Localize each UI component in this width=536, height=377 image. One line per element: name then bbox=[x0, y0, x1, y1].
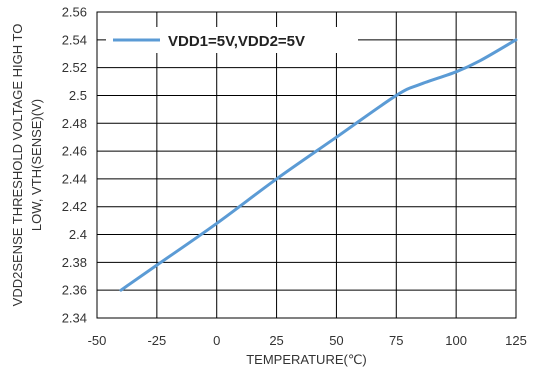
y-tick-label: 2.38 bbox=[62, 255, 87, 270]
series-lines bbox=[119, 38, 518, 292]
x-tick-label: 50 bbox=[329, 333, 343, 348]
y-tick-label: 2.34 bbox=[62, 311, 87, 326]
grid bbox=[96, 11, 517, 319]
x-axis-title: TEMPERATURE(℃) bbox=[246, 352, 367, 367]
y-axis-title-line-1: VDD2SENSE THRESHOLD VOLTAGE HIGH TO bbox=[10, 24, 25, 307]
y-tick-label: 2.4 bbox=[69, 227, 87, 242]
legend: VDD1=5V,VDD2=5V bbox=[106, 27, 358, 53]
y-tick-label: 2.36 bbox=[62, 283, 87, 298]
y-tick-label: 2.52 bbox=[62, 60, 87, 75]
x-tick-label: -25 bbox=[147, 333, 166, 348]
y-tick-label: 2.42 bbox=[62, 199, 87, 214]
y-tick-label: 2.48 bbox=[62, 116, 87, 131]
x-tick-label: 25 bbox=[269, 333, 283, 348]
y-axis-title-line-2: LOW, VTH(SENSE)(V) bbox=[29, 99, 44, 231]
y-tick-label: 2.54 bbox=[62, 32, 87, 47]
legend-label: VDD1=5V,VDD2=5V bbox=[168, 33, 305, 50]
x-tick-label: 125 bbox=[505, 333, 527, 348]
tick-labels: -50 -25 0 25 50 75 100 125 2.34 2.36 2.38 2.4 2.42 2.… bbox=[62, 5, 527, 349]
y-tick-label: 2.46 bbox=[62, 144, 87, 159]
x-tick-label: 75 bbox=[389, 333, 403, 348]
y-tick-label: 2.44 bbox=[62, 171, 87, 186]
x-tick-label: 100 bbox=[445, 333, 467, 348]
y-tick-label: 2.56 bbox=[62, 5, 87, 20]
plot-frame bbox=[96, 11, 517, 319]
y-tick-label: 2.5 bbox=[69, 88, 87, 103]
x-tick-label: -50 bbox=[88, 333, 107, 348]
x-tick-label: 0 bbox=[213, 333, 220, 348]
series-line bbox=[119, 38, 518, 292]
